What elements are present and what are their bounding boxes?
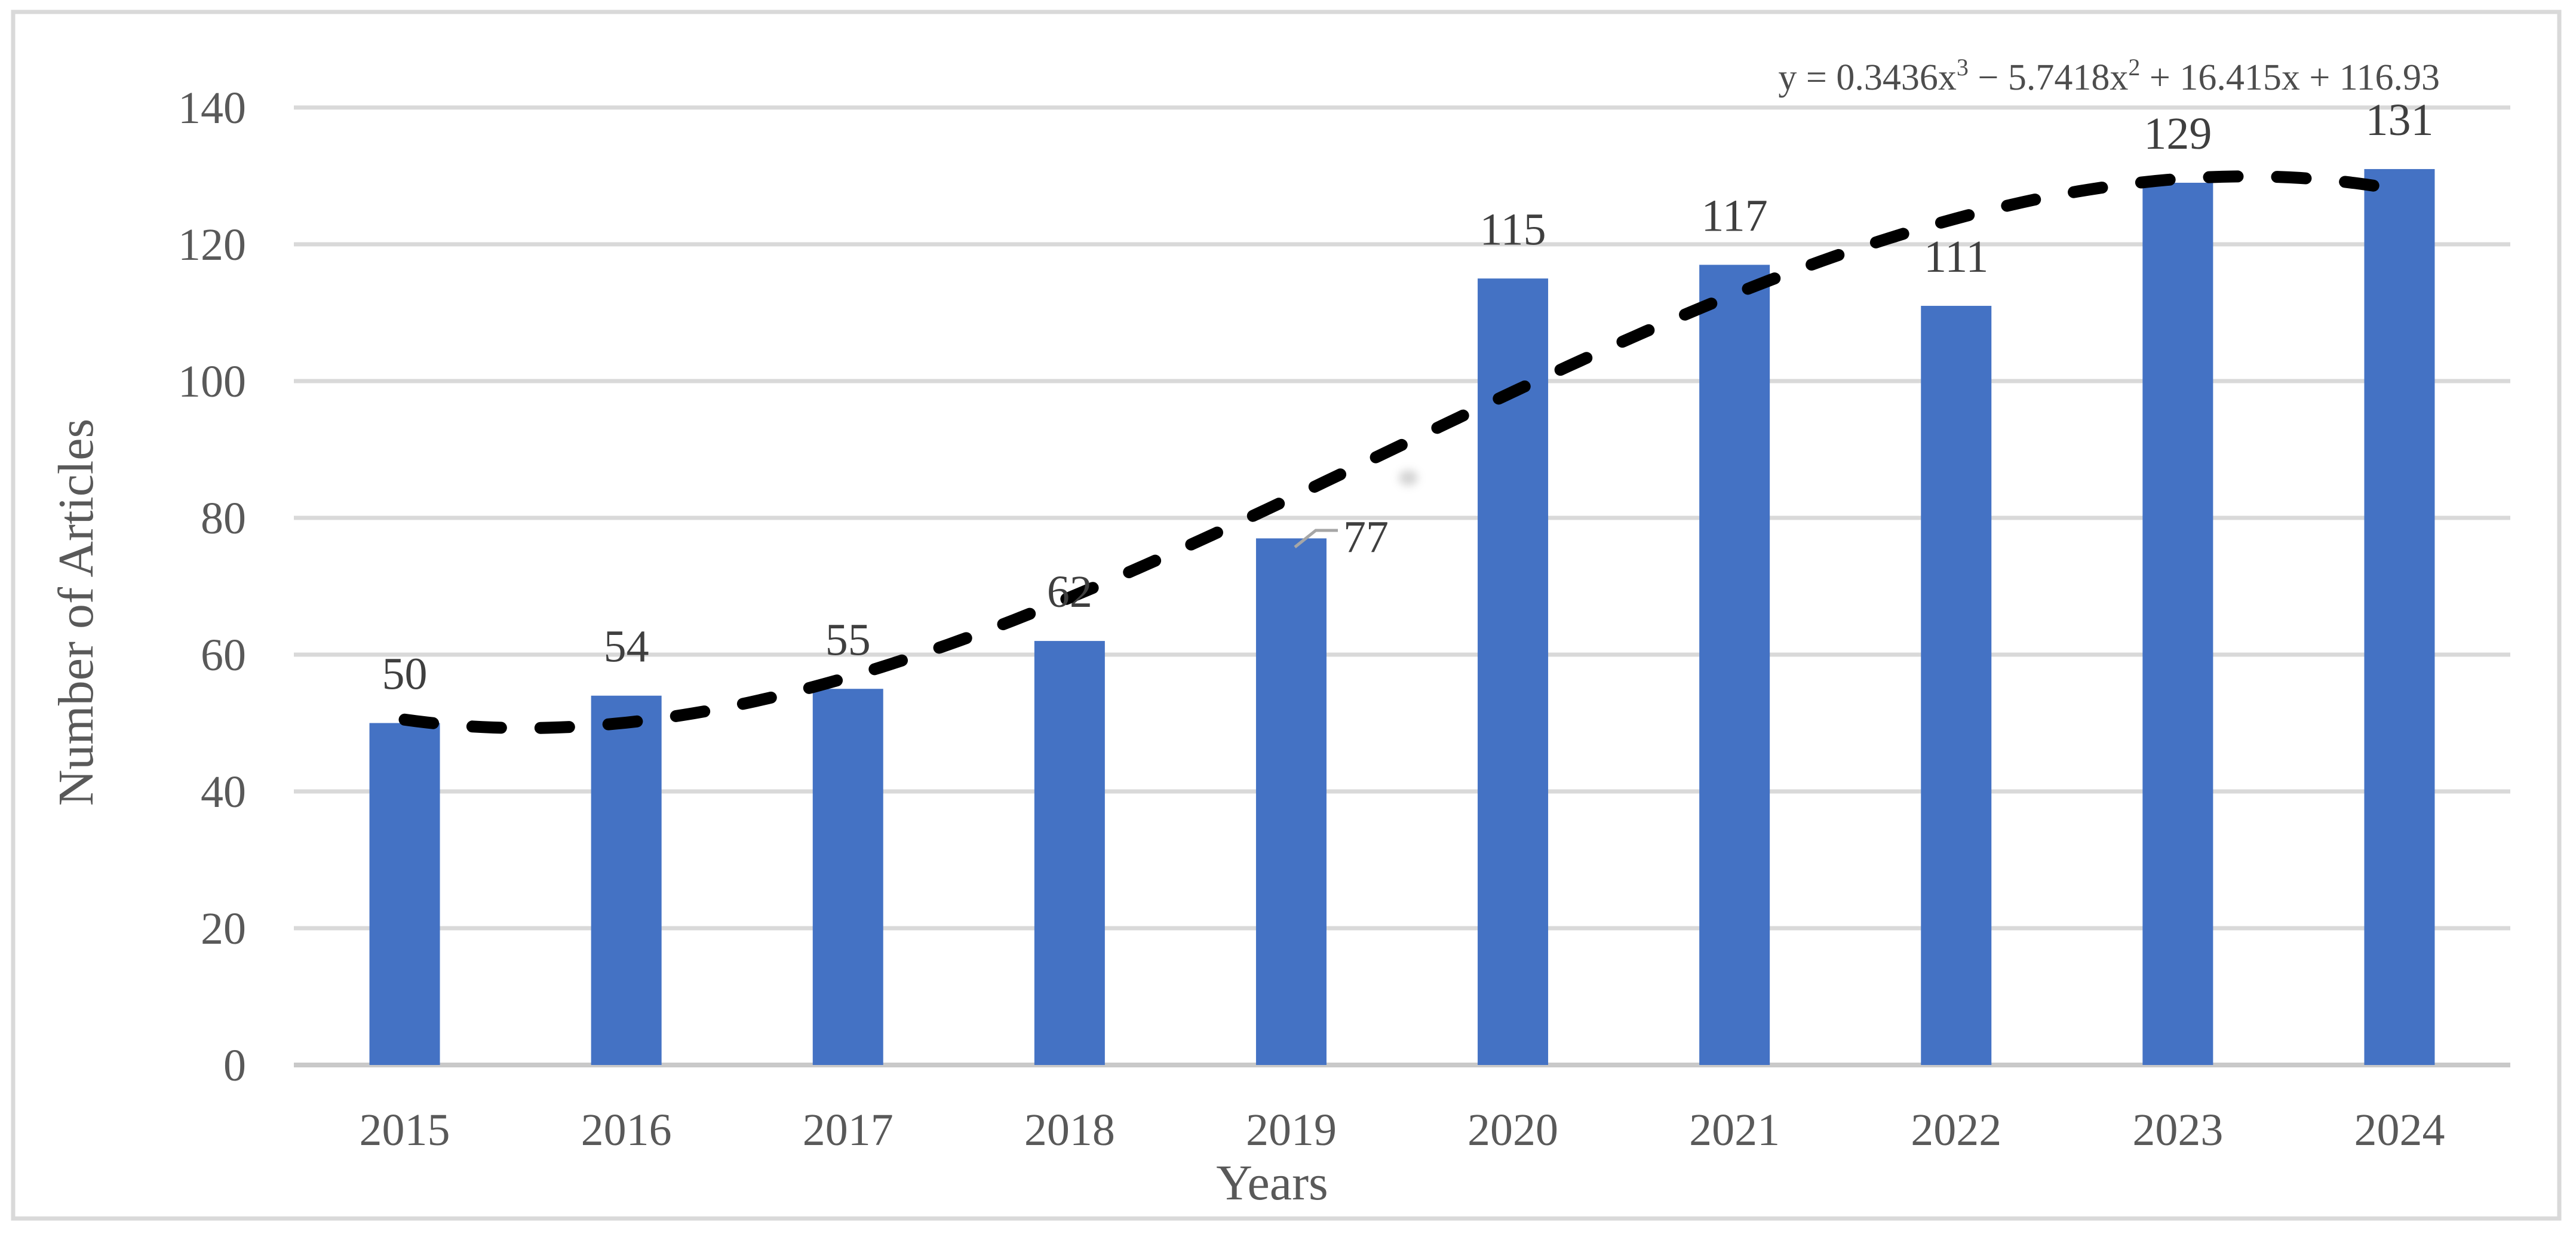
y-tick-label-40: 40: [201, 767, 246, 817]
bar-label-2021: 117: [1702, 191, 1768, 241]
label-77-leader-line: [1294, 529, 1338, 548]
bar-2016: [591, 695, 662, 1065]
bar-label-2016: 54: [604, 622, 649, 672]
equation-mid: − 5.7418x: [1969, 57, 2128, 98]
y-tick-label-140: 140: [178, 83, 246, 133]
equation-lead: y = 0.3436x: [1778, 57, 1956, 98]
x-axis-tick-labels: 2015 2016 2017 2018 2019 2020 2021 2022 2023 2024: [360, 1105, 2445, 1155]
bar-label-2018: 62: [1047, 567, 1092, 617]
x-tick-label-2021: 2021: [1689, 1105, 1780, 1155]
bar-label-2024: 131: [2365, 95, 2433, 145]
bar-2022: [1921, 306, 1992, 1065]
bar-label-2019: 77: [1343, 512, 1389, 562]
bar-2019: [1255, 538, 1327, 1065]
y-axis-title: Number of Articles: [48, 419, 104, 806]
y-tick-label-100: 100: [178, 357, 246, 407]
x-axis-title: Years: [1216, 1155, 1328, 1211]
equation-exponent-3: 3: [1957, 54, 1969, 81]
bar-2020: [1478, 278, 1549, 1065]
bar-2021: [1699, 265, 1770, 1066]
gridlines: [294, 105, 2510, 1067]
y-tick-label-20: 20: [201, 904, 246, 954]
y-tick-label-0: 0: [223, 1041, 246, 1091]
bar-series: [369, 169, 2435, 1066]
y-tick-label-60: 60: [201, 630, 246, 680]
trendline-dashed: [398, 170, 2406, 735]
x-tick-label-2020: 2020: [1467, 1105, 1558, 1155]
bar-label-2022: 111: [1924, 232, 1988, 282]
bar-label-2020: 115: [1479, 204, 1546, 254]
x-tick-label-2018: 2018: [1024, 1105, 1115, 1155]
equation-tail: + 16.415x + 116.93: [2140, 57, 2440, 98]
y-tick-label-80: 80: [201, 493, 246, 544]
bar-2023: [2142, 182, 2213, 1066]
bar-label-2023: 129: [2144, 109, 2212, 159]
y-axis-tick-labels: 0 20 40 60 80 100 120 140: [178, 83, 246, 1091]
bar-2015: [369, 723, 440, 1065]
x-tick-label-2022: 2022: [1911, 1105, 2001, 1155]
bar-2024: [2364, 169, 2435, 1065]
x-tick-label-2019: 2019: [1246, 1105, 1337, 1155]
bar-data-labels: 50 54 55 62 77 115 117 111 129 131: [382, 95, 2434, 699]
y-tick-label-120: 120: [178, 220, 246, 270]
x-tick-label-2015: 2015: [360, 1105, 450, 1155]
trendline-equation: y = 0.3436x3 − 5.7418x2 + 16.415x + 116.…: [1778, 54, 2440, 98]
bar-2018: [1034, 641, 1105, 1065]
figure-border: [11, 10, 2562, 1221]
smudge-artifact: [1399, 470, 1418, 486]
bar-label-2017: 55: [825, 615, 871, 665]
bar-label-2015: 50: [382, 649, 428, 699]
equation-exponent-2: 2: [2128, 54, 2140, 81]
x-tick-label-2024: 2024: [2354, 1105, 2445, 1155]
x-tick-label-2017: 2017: [803, 1105, 894, 1155]
x-tick-label-2023: 2023: [2132, 1105, 2223, 1155]
x-tick-label-2016: 2016: [581, 1105, 672, 1155]
bar-2017: [812, 689, 883, 1065]
